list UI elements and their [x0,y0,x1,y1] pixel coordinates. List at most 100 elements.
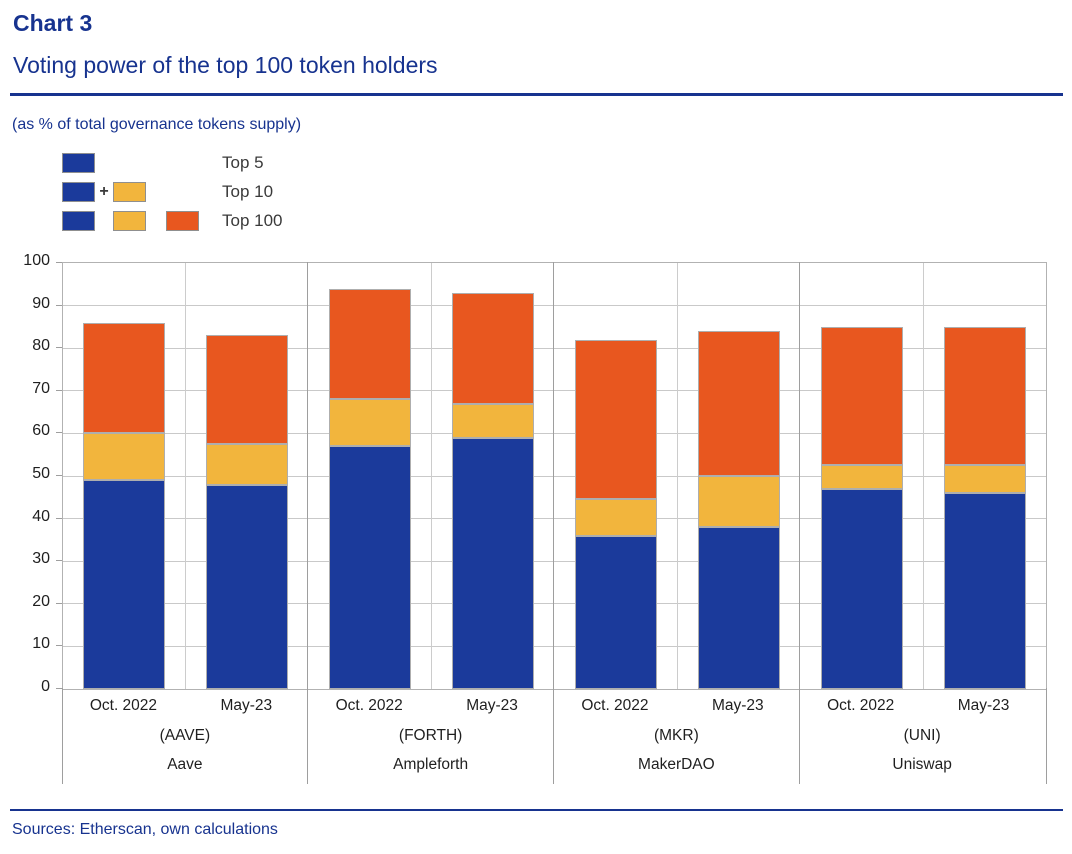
bar-aave-0 [83,322,166,689]
bar-segment-top5 [83,480,166,689]
x-name-label: Uniswap [892,756,952,773]
sources-note: Sources: Etherscan, own calculations [12,821,278,838]
group-divider [798,262,800,784]
bar-segment-top5 [697,527,780,689]
y-axis-tick [56,432,62,434]
bar-segment-top10 [329,399,412,447]
x-period-label: May-23 [957,697,1010,714]
x-ticker-label: (FORTH) [398,727,463,744]
bar-forth-1 [452,292,535,689]
y-gridline [63,475,1046,477]
legend-label-top5: Top 5 [222,153,264,172]
bar-segment-top5 [943,493,1026,689]
plus-icon: + [99,182,109,200]
y-axis-label: 70 [32,379,50,397]
top5-swatch-icon [62,181,95,202]
page-title: Voting power of the top 100 token holder… [13,52,438,78]
y-axis-label: 50 [32,465,50,482]
top5-swatch-icon [62,210,95,231]
x-period-label: May-23 [466,697,518,714]
bar-mkr-1 [697,331,780,689]
bar-segment-top100 [943,326,1026,466]
legend-label-top10: Top 10 [222,182,274,201]
x-name-label: Aave [167,756,203,773]
group-divider [307,262,309,784]
y-axis-label: 100 [23,252,50,269]
x-name-label: MakerDAO [638,756,715,773]
x-period-label: May-23 [711,697,764,714]
y-axis-tick [56,262,62,263]
x-axis-labels: Oct. 2022 May-23 (AAVE) Aave Oct. 2022 May-23… [62,688,1045,788]
bar-segment-top100 [206,335,289,445]
bar-aave-1 [206,335,289,689]
y-gridline [63,645,1046,647]
bar-segment-top100 [452,292,535,404]
bar-segment-top100 [820,326,903,466]
y-gridline [63,305,1046,307]
y-axis-label: 40 [32,507,50,525]
y-axis-label: 60 [32,422,50,440]
bar-segment-top100 [329,288,412,400]
y-gridline [63,603,1046,605]
y-axis-tick [56,517,62,519]
units-note: (as % of total governance tokens supply) [12,116,302,133]
bar-segment-top10 [574,499,657,536]
y-axis-tick [56,389,62,391]
y-axis-tick [56,304,62,306]
y-axis-tick [56,645,62,647]
x-period-label: May-23 [220,697,273,714]
bar-forth-0 [329,288,412,689]
x-ticker-label: (MKR) [653,727,699,744]
y-gridline [63,518,1046,520]
x-period-label: Oct. 2022 [827,697,895,714]
y-axis-tick [56,688,62,689]
bar-segment-top10 [83,433,166,481]
y-axis-tick [56,602,62,604]
legend-row-top10: + Top 10 [62,181,273,202]
group-divider [553,262,554,784]
bar-uni-1 [943,326,1026,689]
bar-segment-top100 [574,339,657,500]
y-axis-label: 80 [32,337,50,355]
top10-swatch-icon [113,210,146,231]
bar-uni-0 [820,326,903,689]
bar-segment-top10 [452,403,535,438]
group-divider [61,688,63,784]
bar-segment-top5 [574,535,657,689]
cell-divider [185,263,187,689]
bar-segment-top5 [452,437,535,689]
bar-segment-top5 [206,484,289,689]
y-axis-tick [56,560,62,562]
legend-label-top100: Top 100 [222,211,283,230]
bar-segment-top10 [943,465,1026,494]
chart-number: Chart 3 [13,10,93,36]
bar-segment-top5 [329,446,412,689]
bar-segment-top100 [83,322,166,434]
y-gridline [63,432,1046,434]
top5-swatch-icon [62,152,95,173]
x-period-label: Oct. 2022 [89,697,158,714]
bar-segment-top10 [697,476,780,528]
bar-segment-top10 [206,444,289,485]
top100-swatch-icon [166,210,199,231]
y-axis-tick [56,347,62,349]
y-gridline [63,390,1046,392]
legend: Top 5 + Top 10 Top 100 [62,152,283,239]
header-rule [10,93,1063,96]
bar-segment-top100 [697,331,780,476]
y-axis-label: 30 [32,550,50,568]
bar-segment-top10 [820,465,903,489]
x-ticker-label: (AAVE) [159,727,211,744]
cell-divider [922,263,924,689]
bar-mkr-0 [574,339,657,689]
x-name-label: Ampleforth [393,756,469,773]
y-axis-tick [56,475,62,476]
y-axis-label: 0 [41,678,50,695]
plot-area [62,262,1047,690]
group-divider [1045,688,1047,784]
y-axis-label: 20 [32,592,50,610]
bar-segment-top5 [820,488,903,689]
x-ticker-label: (UNI) [903,727,941,744]
legend-row-top100: Top 100 [62,210,283,231]
